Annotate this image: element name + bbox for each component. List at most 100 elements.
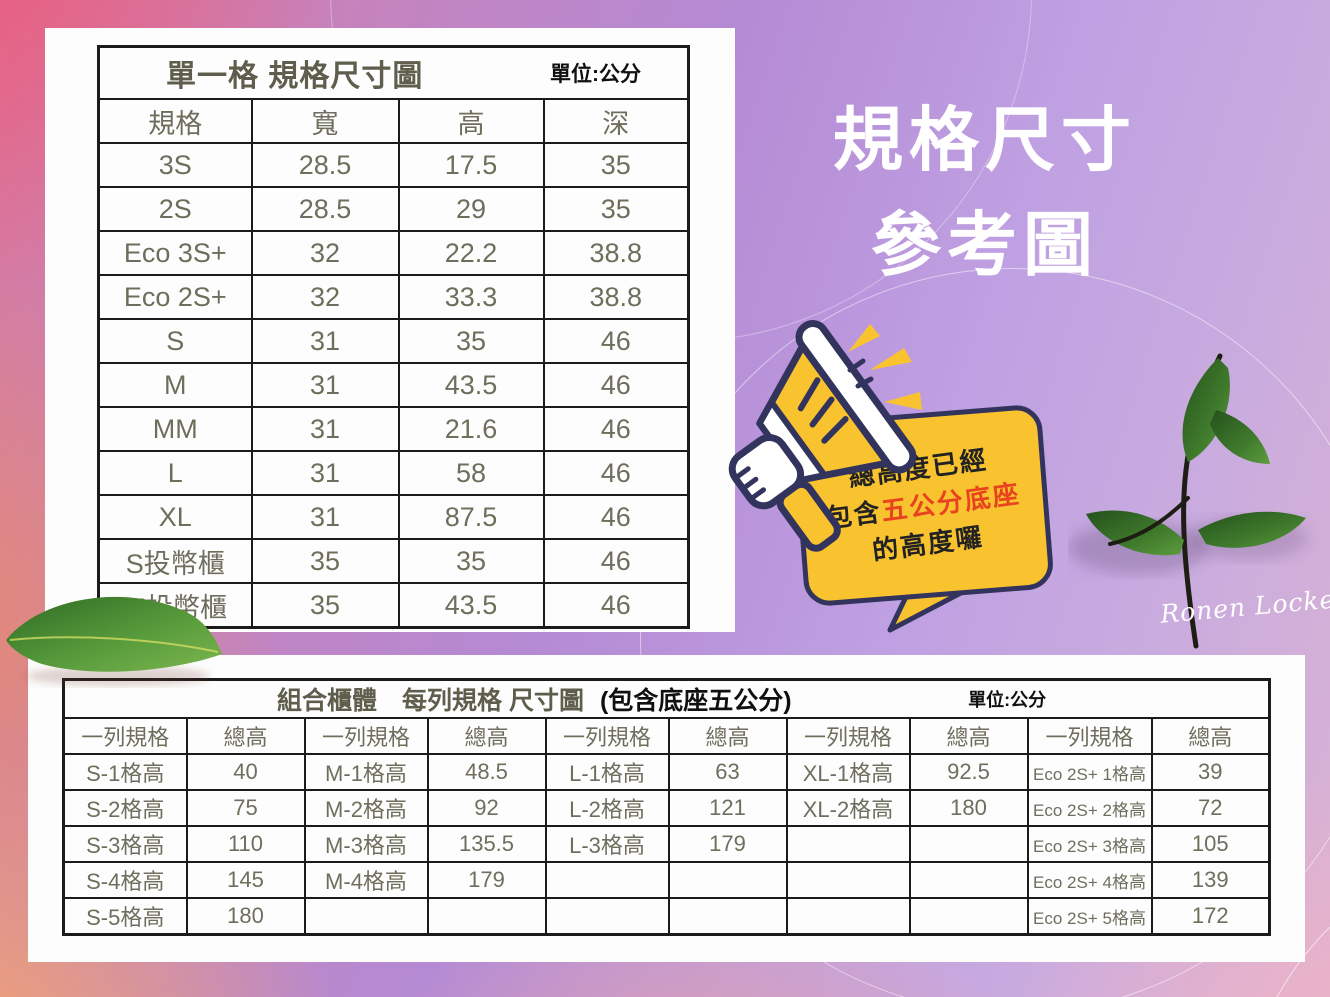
table-cell: [908, 825, 1029, 863]
table-cell: 33.3: [397, 274, 545, 320]
column-header: 一列規格: [1026, 717, 1153, 755]
page-title: 規格尺寸 參考圖: [770, 88, 1200, 298]
table-row: MM 31 21.6 46: [97, 406, 690, 452]
table-cell: 179: [667, 825, 788, 863]
table-cell: 31: [250, 450, 400, 496]
table-cell: 32: [250, 274, 400, 320]
table-cell: [544, 897, 670, 936]
table-cell: L-2格高: [544, 789, 670, 827]
table-cell: [303, 897, 429, 936]
combo-spec-card: 組合櫃體 每列規格 尺寸圖 (包含底座五公分) 單位:公分 一列規格 總高 一列規格…: [28, 655, 1305, 962]
table-cell: 35: [542, 142, 690, 188]
table-cell: S: [97, 318, 253, 364]
table-cell: 46: [542, 582, 690, 629]
table-cell: L-1格高: [544, 753, 670, 791]
table-cell: M-2格高: [303, 789, 429, 827]
table-cell: [544, 861, 670, 899]
table-cell: 46: [542, 450, 690, 496]
table-cell: 139: [1150, 861, 1271, 899]
table-title: 組合櫃體 每列規格 尺寸圖: [277, 687, 584, 715]
table-cell: 35: [250, 582, 400, 629]
table-row: XL 31 87.5 46: [97, 494, 690, 540]
table-cell: 180: [908, 789, 1029, 827]
table-cell: M-4格高: [303, 861, 429, 899]
table-cell: 43.5: [397, 582, 545, 629]
table-cell: 31: [250, 494, 400, 540]
table-row: S投幣櫃 35 35 46: [97, 538, 690, 584]
table-cell: S投幣櫃: [97, 538, 253, 584]
table-title-row: 單一格 規格尺寸圖 單位:公分: [97, 45, 690, 100]
table-cell: 31: [250, 362, 400, 408]
table-cell: 145: [185, 861, 306, 899]
column-header: 一列規格: [544, 717, 670, 755]
table-cell: 35: [250, 538, 400, 584]
table-cell: 28.5: [250, 142, 400, 188]
table-cell: 32: [250, 230, 400, 276]
table-cell: XL: [97, 494, 253, 540]
column-header: 寬: [250, 98, 400, 144]
table-cell: 39: [1150, 753, 1271, 791]
table-cell: 46: [542, 406, 690, 452]
table-cell: [667, 897, 788, 936]
table-cell: 35: [542, 186, 690, 232]
table-cell: [667, 861, 788, 899]
column-header: 高: [397, 98, 545, 144]
single-spec-card: 單一格 規格尺寸圖 單位:公分 規格寬高深 3S 28.5 17.5 35 2S 28.5 2…: [45, 28, 735, 632]
table-cell: L-3格高: [544, 825, 670, 863]
page-title-line1: 規格尺寸: [833, 101, 1137, 179]
table-cell: M-3格高: [303, 825, 429, 863]
table-cell: [785, 897, 911, 936]
table-row: L 31 58 46: [97, 450, 690, 496]
table-cell: [785, 825, 911, 863]
table-cell: 87.5: [397, 494, 545, 540]
table-cell: XL-1格高: [785, 753, 911, 791]
table-cell: S-3格高: [62, 825, 188, 863]
column-header: 總高: [1150, 717, 1271, 755]
combo-spec-table: 組合櫃體 每列規格 尺寸圖 (包含底座五公分) 單位:公分 一列規格 總高 一列規格…: [62, 678, 1272, 936]
column-header: 總高: [185, 717, 306, 755]
table-cell: Eco 2S+ 1格高: [1026, 753, 1153, 791]
table-cell: M-1格高: [303, 753, 429, 791]
table-cell: Eco 3S+: [97, 230, 253, 276]
table-row: Eco 3S+ 32 22.2 38.8: [97, 230, 690, 276]
plant-sprig-icon: [1068, 353, 1308, 649]
table-cell: Eco 2S+: [97, 274, 253, 320]
table-cell: 179: [426, 861, 547, 899]
table-row: 3S 28.5 17.5 35: [97, 142, 690, 188]
leaf-icon: [6, 596, 222, 686]
table-cell: [908, 861, 1029, 899]
header-row: 規格寬高深: [97, 98, 690, 144]
table-row: S-3格高 110 M-3格高 135.5 L-3格高 179 Eco 2S+ 3格高 105: [62, 825, 1271, 863]
megaphone-bell: [795, 320, 917, 474]
column-header: 一列規格: [62, 717, 188, 755]
table-cell: 29: [397, 186, 545, 232]
table-cell: 46: [542, 538, 690, 584]
table-cell: 46: [542, 362, 690, 408]
table-cell: Eco 2S+ 3格高: [1026, 825, 1153, 863]
table-row: S-1格高 40 M-1格高 48.5 L-1格高 63 XL-1格高 92.5 Eco 2S+…: [62, 753, 1271, 791]
table-cell: 43.5: [397, 362, 545, 408]
table-cell: [785, 861, 911, 899]
page-title-line2: 參考圖: [871, 206, 1099, 284]
table-cell: Eco 2S+ 4格高: [1026, 861, 1153, 899]
single-spec-table: 單一格 規格尺寸圖 單位:公分 規格寬高深 3S 28.5 17.5 35 2S 28.5 2…: [97, 45, 691, 629]
table-cell: S-2格高: [62, 789, 188, 827]
table-cell: [908, 897, 1029, 936]
table-cell: 121: [667, 789, 788, 827]
table-cell: 46: [542, 318, 690, 364]
table-cell: XL-2格高: [785, 789, 911, 827]
table-row: S-5格高 180 Eco 2S+ 5格高 172: [62, 897, 1271, 936]
table-cell: 35: [397, 318, 545, 364]
table-cell: 38.8: [542, 274, 690, 320]
table-row: M 31 43.5 46: [97, 362, 690, 408]
table-cell: 105: [1150, 825, 1271, 863]
table-row: S-4格高 145 M-4格高 179 Eco 2S+ 4格高 139: [62, 861, 1271, 899]
table-cell: 72: [1150, 789, 1271, 827]
table-unit-label: 單位:公分: [968, 690, 1047, 710]
table-cell: 28.5: [250, 186, 400, 232]
table-cell: 31: [250, 406, 400, 452]
table-cell: S-4格高: [62, 861, 188, 899]
column-header: 一列規格: [785, 717, 911, 755]
table-cell: 135.5: [426, 825, 547, 863]
